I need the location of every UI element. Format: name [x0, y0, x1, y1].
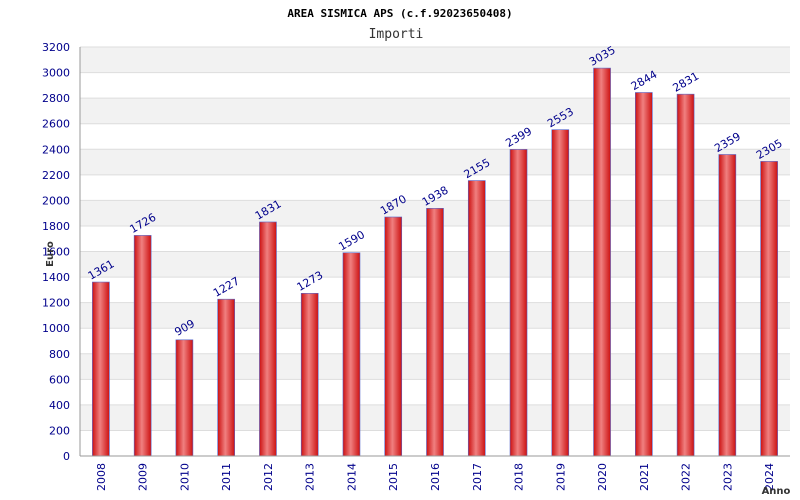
bar-value-label: 2399	[503, 125, 534, 150]
x-tick-label: 2014	[345, 463, 358, 491]
x-tick-label: 2022	[680, 463, 693, 491]
x-tick-label: 2021	[638, 463, 651, 491]
bar	[384, 216, 403, 457]
x-tick-label: 2013	[304, 463, 317, 491]
x-tick-label: 2019	[554, 463, 567, 491]
y-tick-label: 2000	[42, 194, 70, 207]
bar	[175, 339, 194, 457]
x-tick-label: 2010	[178, 463, 191, 491]
bar	[760, 161, 778, 457]
bar-value-label: 2831	[670, 70, 701, 95]
y-tick-label: 200	[49, 424, 70, 437]
bar	[133, 235, 152, 457]
y-tick-label: 1600	[42, 246, 70, 259]
bar-value-label: 1227	[211, 275, 242, 300]
y-tick-label: 3200	[42, 41, 70, 54]
x-tick-label: 2011	[220, 463, 233, 491]
y-tick-label: 600	[49, 373, 70, 386]
y-tick-label: 0	[63, 450, 70, 463]
x-tick-label: 2008	[95, 463, 108, 491]
x-axis-label: Anno	[762, 486, 791, 497]
x-tick-label: 2009	[137, 463, 150, 491]
bar	[551, 129, 570, 457]
y-tick-label: 1800	[42, 220, 70, 233]
bar	[676, 93, 695, 457]
x-tick-label: 2020	[596, 463, 609, 491]
bar	[467, 180, 486, 457]
y-axis-ticks: 0 200 400 600 800 1000 1200 1400 1600 1800 2000 220…	[42, 41, 70, 463]
y-tick-label: 2400	[42, 143, 70, 156]
bar	[718, 154, 737, 457]
x-axis-ticks: 2008 2009 2010 2011 2012 2013 2014 2015 2016 2017…	[95, 463, 776, 491]
y-tick-label: 3000	[42, 67, 70, 80]
bar	[593, 67, 611, 457]
y-tick-label: 400	[49, 399, 70, 412]
x-tick-label: 2012	[262, 463, 275, 491]
bar	[342, 252, 361, 457]
y-tick-label: 2800	[42, 92, 70, 105]
bar-value-label: 1590	[336, 228, 367, 253]
x-tick-label: 2018	[513, 463, 526, 491]
y-axis-label: Euro	[45, 241, 56, 267]
x-tick-label: 2017	[471, 463, 484, 491]
bar-series	[92, 67, 778, 457]
chart-title: AREA SISMICA APS (c.f.92023650408)	[287, 7, 512, 20]
bar	[509, 149, 528, 457]
bar	[217, 298, 235, 457]
y-tick-label: 1200	[42, 297, 70, 310]
x-tick-label: 2024	[763, 463, 776, 491]
bar	[426, 207, 444, 457]
grid-band	[80, 149, 790, 175]
y-tick-label: 800	[49, 348, 70, 361]
grid-band	[80, 98, 790, 124]
bar	[92, 281, 110, 457]
x-tick-label: 2023	[721, 463, 734, 491]
y-tick-label: 1000	[42, 322, 70, 335]
y-tick-label: 2600	[42, 118, 70, 131]
bar	[259, 221, 277, 457]
x-tick-label: 2016	[429, 463, 442, 491]
x-tick-label: 2015	[387, 463, 400, 491]
bar	[635, 92, 653, 457]
grid-band	[80, 47, 790, 73]
chart-subtitle: Importi	[369, 27, 424, 42]
bar	[300, 292, 319, 457]
y-tick-label: 2200	[42, 169, 70, 182]
y-tick-label: 1400	[42, 271, 70, 284]
